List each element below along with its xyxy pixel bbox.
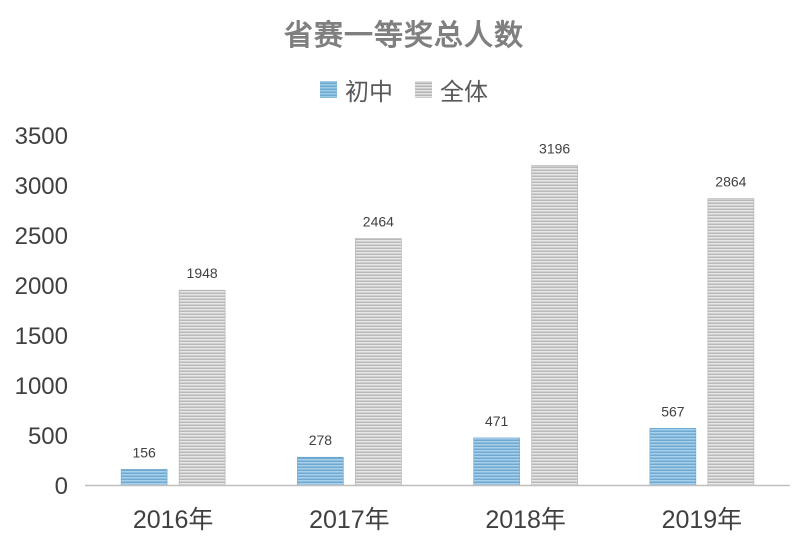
legend-item-junior: 初中 (320, 72, 393, 107)
chart-title: 省赛一等奖总人数 (283, 18, 524, 52)
data-label: 156 (132, 444, 156, 460)
y-tick-label: 1000 (15, 373, 68, 400)
x-tick-label: 2019年 (662, 506, 743, 534)
data-label: 567 (661, 403, 685, 419)
bar-overall (355, 238, 402, 486)
legend-swatch-overall (415, 81, 432, 98)
x-tick-label: 2016年 (133, 506, 214, 534)
y-axis: 0 500 1000 1500 2000 2500 3000 3500 (15, 123, 68, 500)
bar-overall (531, 165, 578, 486)
data-label: 471 (485, 413, 509, 429)
bars: 156 1948 278 2464 471 3196 567 2864 (120, 140, 755, 486)
bar-junior (649, 427, 697, 486)
legend-label-overall: 全体 (440, 78, 488, 106)
bar-junior (473, 437, 520, 486)
legend-label-junior: 初中 (345, 78, 393, 106)
legend-item-overall: 全体 (415, 72, 488, 107)
y-tick-label: 1500 (15, 323, 68, 350)
legend: 初中 全体 (0, 72, 808, 107)
data-label: 3196 (539, 140, 570, 156)
y-tick-label: 2000 (15, 273, 68, 300)
bar-overall (707, 198, 755, 486)
x-axis: 2016年 2017年 2018年 2019年 (85, 484, 790, 534)
bar-junior (120, 469, 168, 486)
y-tick-label: 0 (55, 473, 68, 500)
bar-junior (297, 456, 344, 486)
legend-swatch-junior (320, 81, 337, 98)
bar-overall (178, 289, 226, 486)
data-label: 2864 (715, 174, 746, 190)
data-label: 278 (309, 432, 333, 448)
y-tick-label: 2500 (15, 223, 68, 250)
y-tick-label: 3500 (15, 123, 68, 150)
x-tick-label: 2017年 (309, 506, 390, 534)
data-label: 2464 (363, 214, 394, 230)
x-tick-label: 2018年 (485, 506, 566, 534)
data-label: 1948 (187, 265, 218, 281)
y-tick-label: 500 (28, 423, 68, 450)
y-tick-label: 3000 (15, 173, 68, 200)
